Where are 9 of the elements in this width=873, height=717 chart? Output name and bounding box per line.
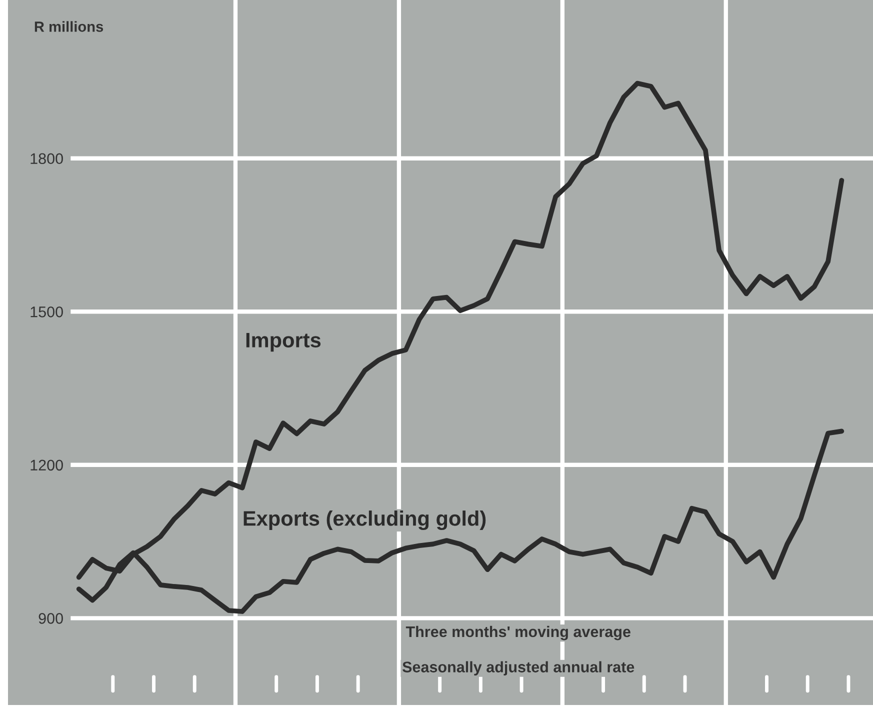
y-tick-label: 1800: [30, 153, 63, 164]
annotation: Seasonally adjusted annual rate: [402, 661, 634, 676]
text: Imports: [246, 332, 321, 352]
series-label: Exports (excluding gold): [244, 510, 486, 530]
y-axis-title: R millions: [34, 21, 104, 32]
y-tick-label: 1200: [30, 460, 63, 471]
y-tick-label: 900: [38, 613, 63, 624]
annotation: Three months' moving average: [406, 626, 630, 640]
y-tick-label: 1500: [30, 306, 63, 318]
